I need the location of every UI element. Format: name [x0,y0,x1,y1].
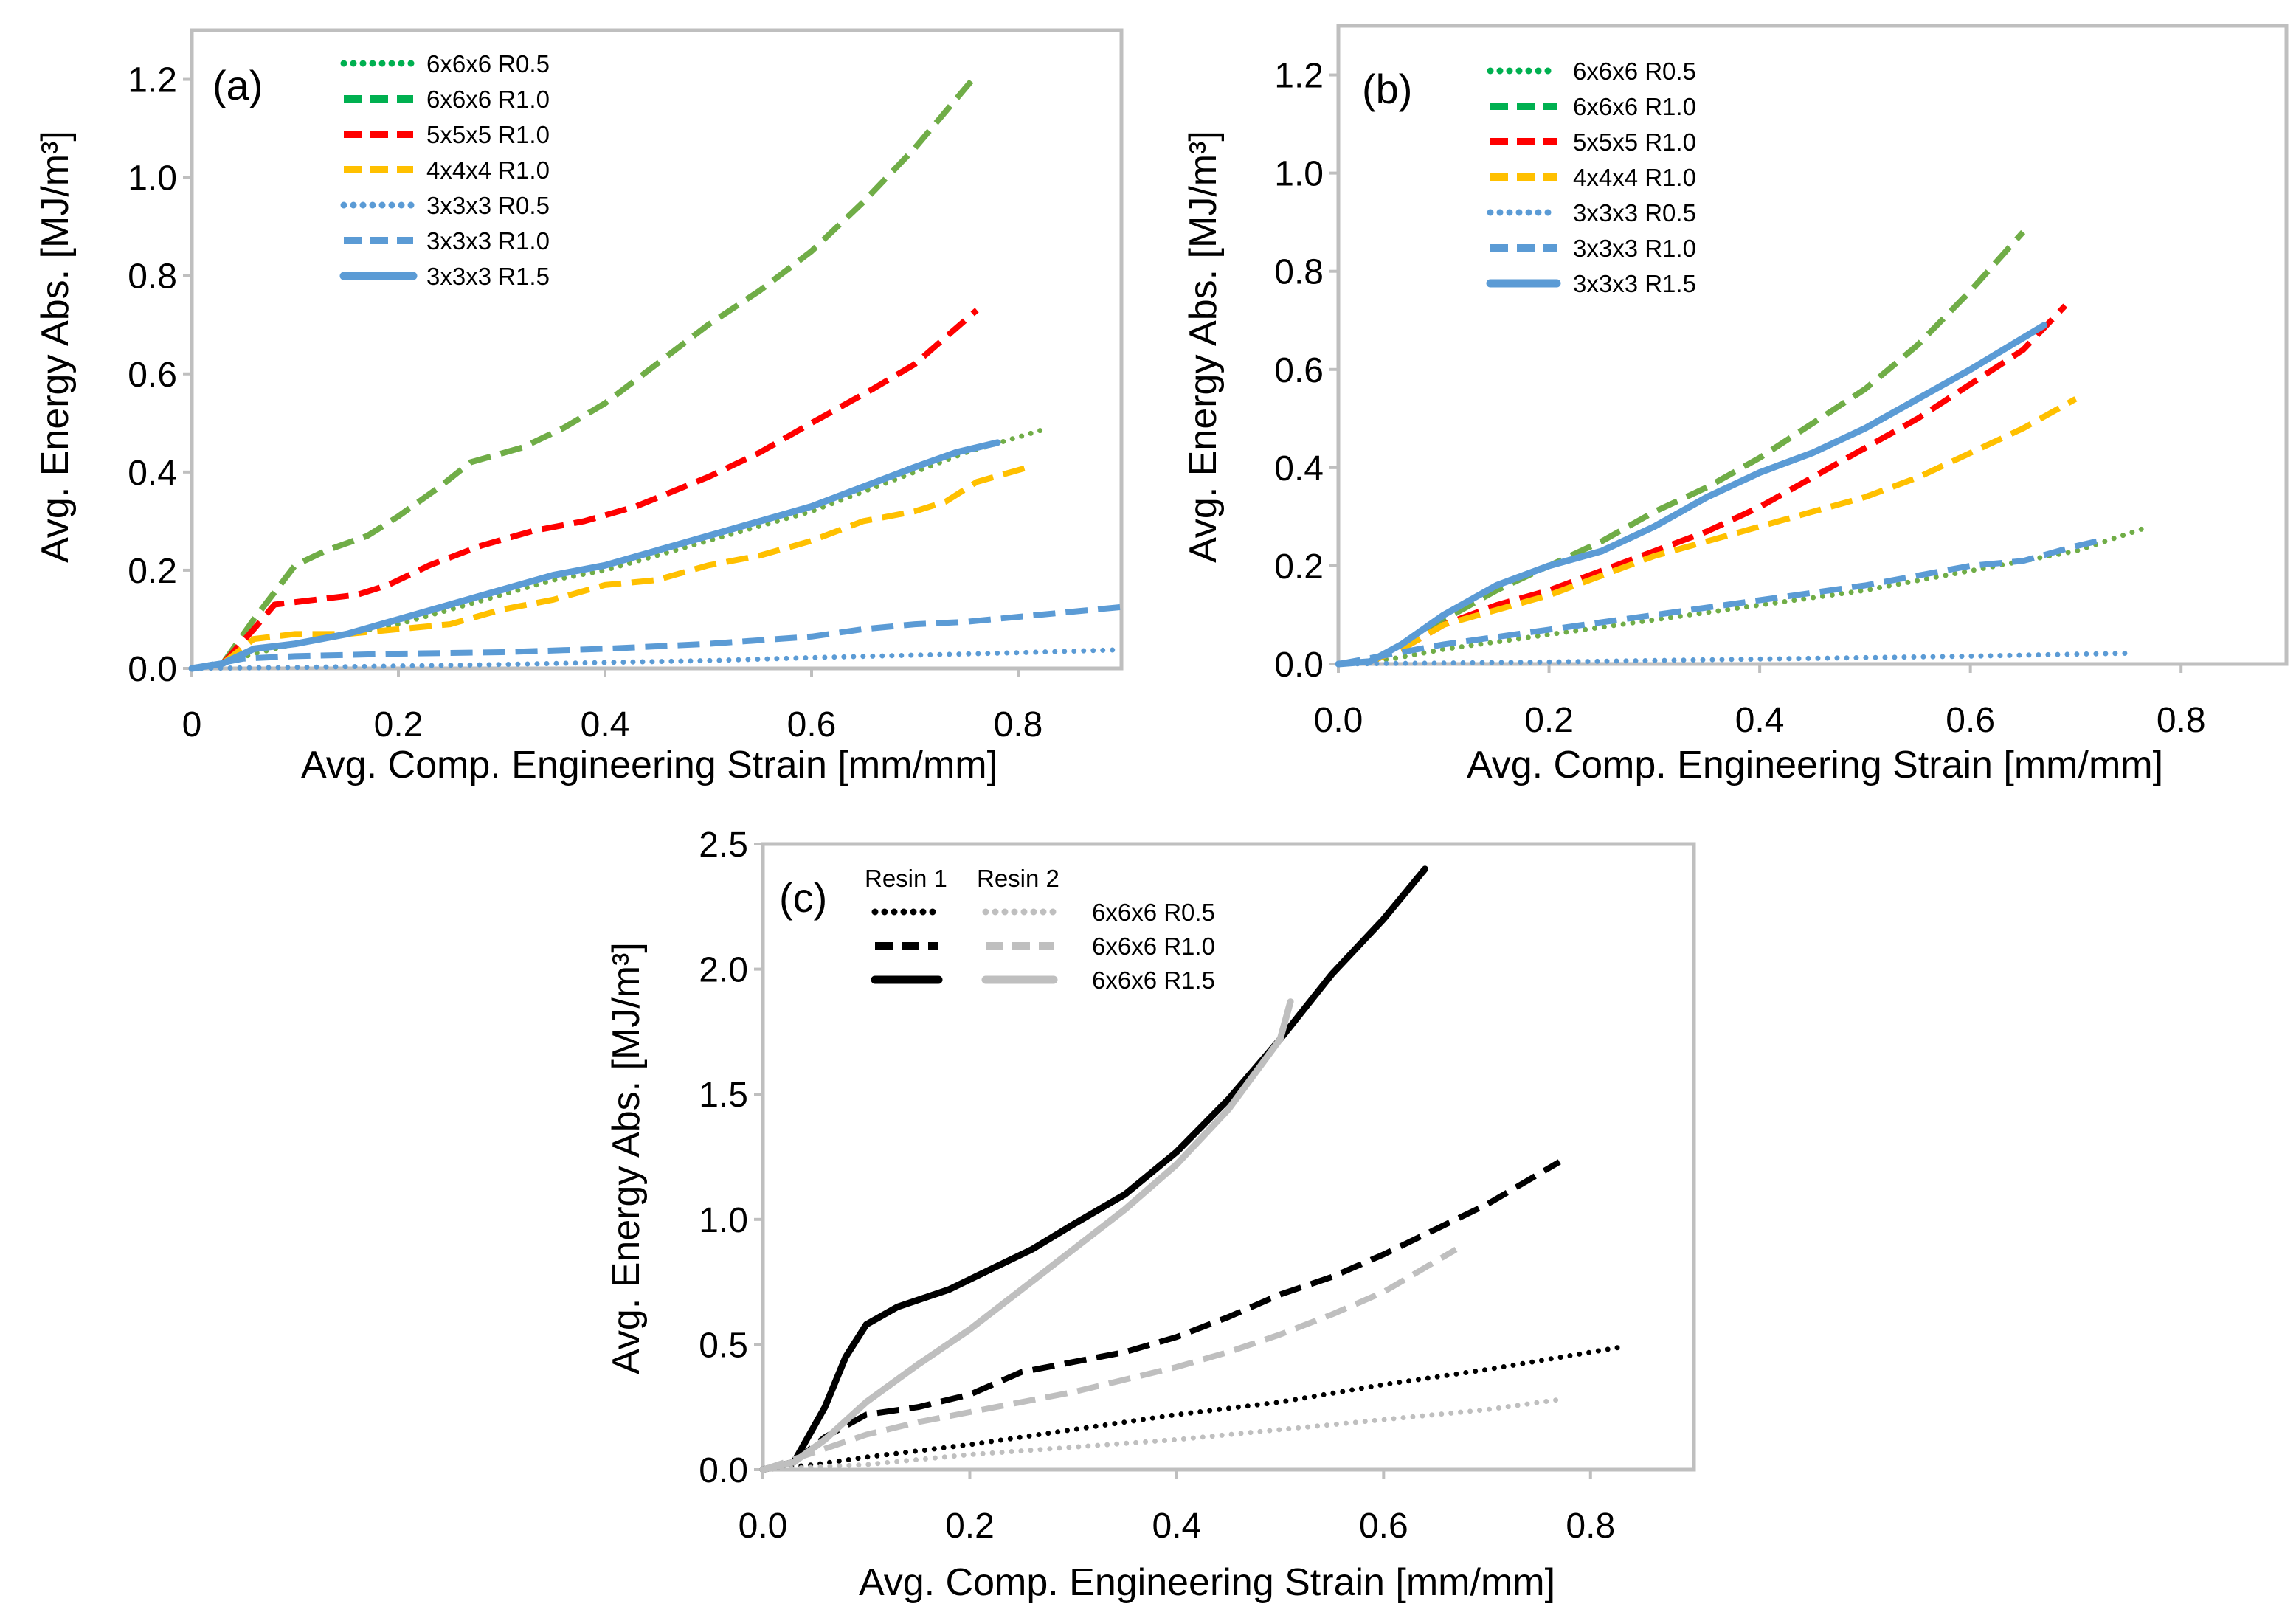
series-line-3x3x3-r1-0 [191,604,1122,671]
legend-label: 6x6x6 R0.5 [1573,58,1696,85]
series-line-resin-1-6x6x6-r1-5 [759,865,1428,1473]
legend-label: 3x3x3 R0.5 [426,192,550,219]
legend: Resin 1 Resin 2 6x6x6 R0.5 6x6x6 R1.0 6x6x6 … [865,865,1215,994]
y-axis-title: Avg. Energy Abs. [MJ/m³] [605,942,648,1374]
y-tick-label: 1.2 [128,61,177,100]
legend: 6x6x6 R0.5 6x6x6 R1.0 5x5x5 R1.0 4x4x4 R1.0… [1486,58,1696,297]
legend-label: 6x6x6 R1.0 [426,86,550,113]
x-tick-label: 0 [182,705,202,744]
legend-label: 5x5x5 R1.0 [1573,128,1696,156]
x-tick-label: 0.2 [1524,701,1574,740]
series-line-resin-2-6x6x6-r1-0 [761,1247,1458,1473]
legend-label: 6x6x6 R0.5 [1092,899,1215,926]
y-tick-label: 0.6 [1274,351,1324,390]
series-line-4x4x4-r1-0 [1338,396,2078,667]
x-tick-label: 0.8 [1566,1507,1615,1546]
plot-frame [761,842,1696,1472]
x-tick-label: 0.0 [1314,701,1363,740]
x-tick-label: 0.6 [1359,1507,1408,1546]
series-line-3x3x3-r0-5 [1335,650,2131,667]
series-line-resin-1-6x6x6-r1-0 [762,1159,1561,1473]
panel-label: (c) [779,874,827,921]
panel-label: (a) [212,62,263,108]
series-line-resin-2-6x6x6-r1-5 [759,998,1294,1473]
y-axis-title: Avg. Energy Abs. [MJ/m³] [34,131,77,563]
x-axis-title: Avg. Comp. Engineering Strain [mm/mm] [859,1561,1555,1604]
x-axis-title: Avg. Comp. Engineering Strain [mm/mm] [1467,744,2163,786]
legend-label: 3x3x3 R1.5 [1573,270,1696,297]
series-line-6x6x6-r1-0 [191,72,980,671]
legend-label: 3x3x3 R1.5 [426,263,550,290]
y-tick-label: 0.4 [128,454,177,493]
series-line-3x3x3-r0-5 [189,647,1124,671]
legend-label: 3x3x3 R1.0 [1573,235,1696,262]
panel-label: (b) [1362,66,1412,112]
x-tick-label: 0.0 [739,1507,788,1546]
series-line-5x5x5-r1-0 [191,308,979,671]
y-tick-label: 0.5 [699,1326,748,1365]
plot-frame [190,28,1124,671]
y-axis-title: Avg. Energy Abs. [MJ/m³] [1182,131,1225,563]
series-line-resin-1-6x6x6-r0-5 [760,1344,1625,1473]
y-tick-label: 0.4 [1274,449,1324,488]
series-line-4x4x4-r1-0 [191,464,1030,671]
legend-header-resin-2: Resin 2 [977,865,1059,892]
y-tick-label: 0.6 [128,356,177,395]
y-tick-label: 0.0 [699,1451,748,1490]
y-tick-label: 2.5 [699,826,748,865]
y-tick-label: 0.8 [1274,253,1324,292]
series-line-resin-2-6x6x6-r0-5 [760,1397,1563,1473]
series-line-5x5x5-r1-0 [1338,303,2068,667]
y-tick-label: 0.0 [128,650,177,689]
y-tick-label: 1.0 [699,1201,748,1240]
series-line-3x3x3-r1-0 [1338,538,2098,667]
y-tick-label: 0.2 [128,552,177,591]
legend-label: 3x3x3 R0.5 [1573,199,1696,226]
y-tick-label: 1.2 [1274,57,1324,96]
legend-label: 6x6x6 R0.5 [426,50,550,77]
series-line-3x3x3-r1-5 [1335,322,2048,668]
x-tick-label: 0.4 [581,705,630,744]
legend-label: 4x4x4 R1.0 [1573,164,1696,191]
y-tick-label: 0.2 [1274,547,1324,587]
y-tick-label: 0.8 [128,257,177,297]
legend-label: 6x6x6 R1.0 [1092,933,1215,960]
y-tick-label: 1.0 [1274,155,1324,194]
series-line-6x6x6-r0-5 [1335,524,2152,667]
x-tick-label: 0.8 [994,705,1043,744]
x-axis-title: Avg. Comp. Engineering Strain [mm/mm] [301,744,997,786]
x-tick-label: 0.6 [1946,701,1995,740]
legend: 6x6x6 R0.5 6x6x6 R1.0 5x5x5 R1.0 4x4x4 R1.0… [339,50,550,290]
y-tick-label: 0.0 [1274,646,1324,685]
y-tick-label: 1.0 [128,159,177,198]
y-tick-label: 2.0 [699,951,748,990]
legend-label: 6x6x6 R1.0 [1573,93,1696,120]
plot-frame [1336,24,2289,666]
x-tick-label: 0.2 [374,705,423,744]
chart-panel-c: 0.0 0.5 1.0 1.5 2.0 2.5 0.0 0.2 0.4 0.6 0.8 Avg. Co… [605,826,1696,1604]
x-tick-label: 0.4 [1735,701,1785,740]
legend-label: 3x3x3 R1.0 [426,227,550,255]
legend-label: 5x5x5 R1.0 [426,121,550,148]
legend-label: 6x6x6 R1.5 [1092,966,1215,994]
chart-panel-b: 0.0 0.2 0.4 0.6 0.8 1.0 1.2 0.0 0.2 0.4 0.6 0.8 Avg.… [1182,24,2289,786]
x-tick-label: 0.8 [2157,701,2206,740]
x-tick-label: 0.4 [1152,1507,1202,1546]
series-line-3x3x3-r1-5 [188,439,1001,672]
x-tick-label: 0.2 [945,1507,995,1546]
legend-label: 4x4x4 R1.0 [426,156,550,184]
x-tick-label: 0.6 [787,705,837,744]
y-tick-label: 1.5 [699,1076,748,1115]
legend-header-resin-1: Resin 1 [865,865,947,892]
